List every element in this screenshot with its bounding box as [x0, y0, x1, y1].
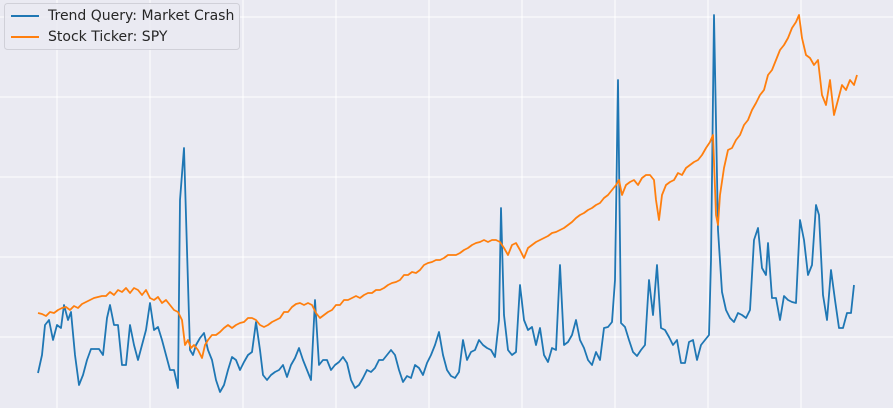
series-line [37, 14, 855, 393]
legend: Trend Query: Market Crash Stock Ticker: … [4, 3, 240, 50]
series-line [37, 14, 858, 359]
legend-label: Trend Query: Market Crash [47, 8, 234, 24]
lines [37, 14, 858, 393]
legend-label: Stock Ticker: SPY [48, 29, 168, 45]
legend-box [4, 3, 240, 50]
